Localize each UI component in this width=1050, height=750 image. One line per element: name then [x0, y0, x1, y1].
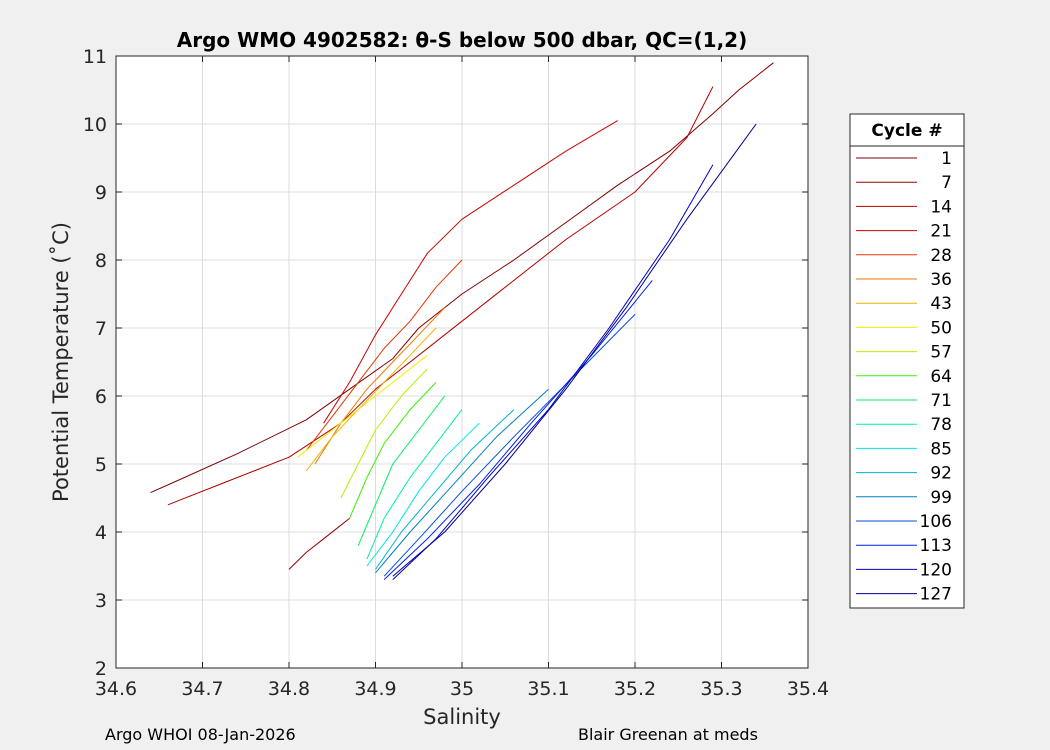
- series-line-57: [340, 368, 428, 499]
- y-axis-label: Potential Temperature (˚C): [49, 222, 73, 502]
- legend: Cycle # 17142128364350576471788592991061…: [849, 113, 965, 609]
- legend-label-64: 64: [930, 367, 952, 387]
- y-tick-labels: 2 3 4 5 6 7 8 9 10 11: [83, 46, 107, 680]
- series-line-92: [375, 409, 515, 570]
- series-line-71: [357, 395, 446, 546]
- legend-label-127: 127: [920, 585, 952, 605]
- x-tick-label: 34.6: [95, 678, 137, 700]
- series-line-113: [383, 280, 653, 580]
- grid-lines: [115, 55, 809, 669]
- x-tick-label: 34.8: [268, 678, 310, 700]
- data-lines: [150, 62, 774, 580]
- series-line-21: [323, 120, 618, 424]
- series-line-99: [375, 388, 549, 574]
- plot-frame: [115, 55, 809, 669]
- x-tick-label: 35.1: [527, 678, 569, 700]
- series-line-64: [349, 382, 437, 519]
- y-tick-label: 4: [95, 522, 107, 544]
- x-tick-label: 35: [450, 678, 474, 700]
- legend-label-120: 120: [920, 560, 952, 580]
- series-line-1: [150, 62, 774, 494]
- legend-label-14: 14: [930, 197, 952, 217]
- x-tick-label: 35.4: [787, 678, 829, 700]
- chart-title: Argo WMO 4902582: θ-S below 500 dbar, QC…: [177, 28, 747, 52]
- y-tick-label: 6: [95, 386, 107, 408]
- y-tick-label: 11: [83, 46, 107, 68]
- y-tick-label: 8: [95, 250, 107, 272]
- y-tick-label: 10: [83, 114, 107, 136]
- x-tick-label: 34.9: [354, 678, 396, 700]
- legend-label-85: 85: [930, 439, 952, 459]
- series-line-78: [366, 409, 463, 560]
- footer-left: Argo WHOI 08-Jan-2026: [105, 725, 296, 744]
- legend-label-57: 57: [930, 343, 952, 363]
- y-tick-label: 5: [95, 454, 107, 476]
- y-tick-label: 7: [95, 318, 107, 340]
- series-line-14: [167, 86, 714, 506]
- legend-box: [849, 145, 965, 609]
- y-tick-label: 3: [95, 590, 107, 612]
- legend-label-113: 113: [920, 536, 952, 556]
- x-tick-labels: 34.6 34.7 34.8 34.9 35 35.1 35.2 35.3 35.4: [95, 678, 829, 700]
- legend-label-1: 1: [941, 149, 952, 169]
- y-tick-label: 9: [95, 182, 107, 204]
- legend-entries: 1 7 14 21 28 36 43 50 57 64 71 78 85 92 99 106 113 120 127: [856, 149, 952, 605]
- y-tick-label: 2: [95, 658, 107, 680]
- x-tick-label: 35.2: [614, 678, 656, 700]
- legend-label-21: 21: [930, 222, 952, 242]
- legend-label-28: 28: [930, 246, 952, 266]
- series-line-43: [305, 327, 437, 472]
- footer-right: Blair Greenan at meds: [578, 725, 758, 744]
- series-line-36: [314, 307, 446, 465]
- x-tick-label: 35.3: [700, 678, 742, 700]
- series-line-85: [366, 422, 480, 567]
- legend-label-43: 43: [930, 294, 952, 314]
- legend-label-71: 71: [930, 391, 952, 411]
- series-line-106: [383, 314, 636, 577]
- x-tick-label: 34.7: [181, 678, 223, 700]
- series-line-127: [392, 123, 757, 577]
- series-line-28: [305, 259, 463, 451]
- legend-label-7: 7: [941, 173, 952, 193]
- legend-label-99: 99: [930, 488, 952, 508]
- series-line-7: [288, 518, 350, 570]
- legend-label-50: 50: [930, 318, 952, 338]
- legend-label-92: 92: [930, 464, 952, 484]
- legend-title-box: [849, 113, 965, 147]
- x-axis-label: Salinity: [423, 705, 501, 729]
- legend-label-106: 106: [920, 512, 952, 532]
- legend-label-78: 78: [930, 415, 952, 435]
- series-line-50: [297, 354, 428, 458]
- legend-label-36: 36: [930, 270, 952, 290]
- legend-title: Cycle #: [871, 121, 942, 141]
